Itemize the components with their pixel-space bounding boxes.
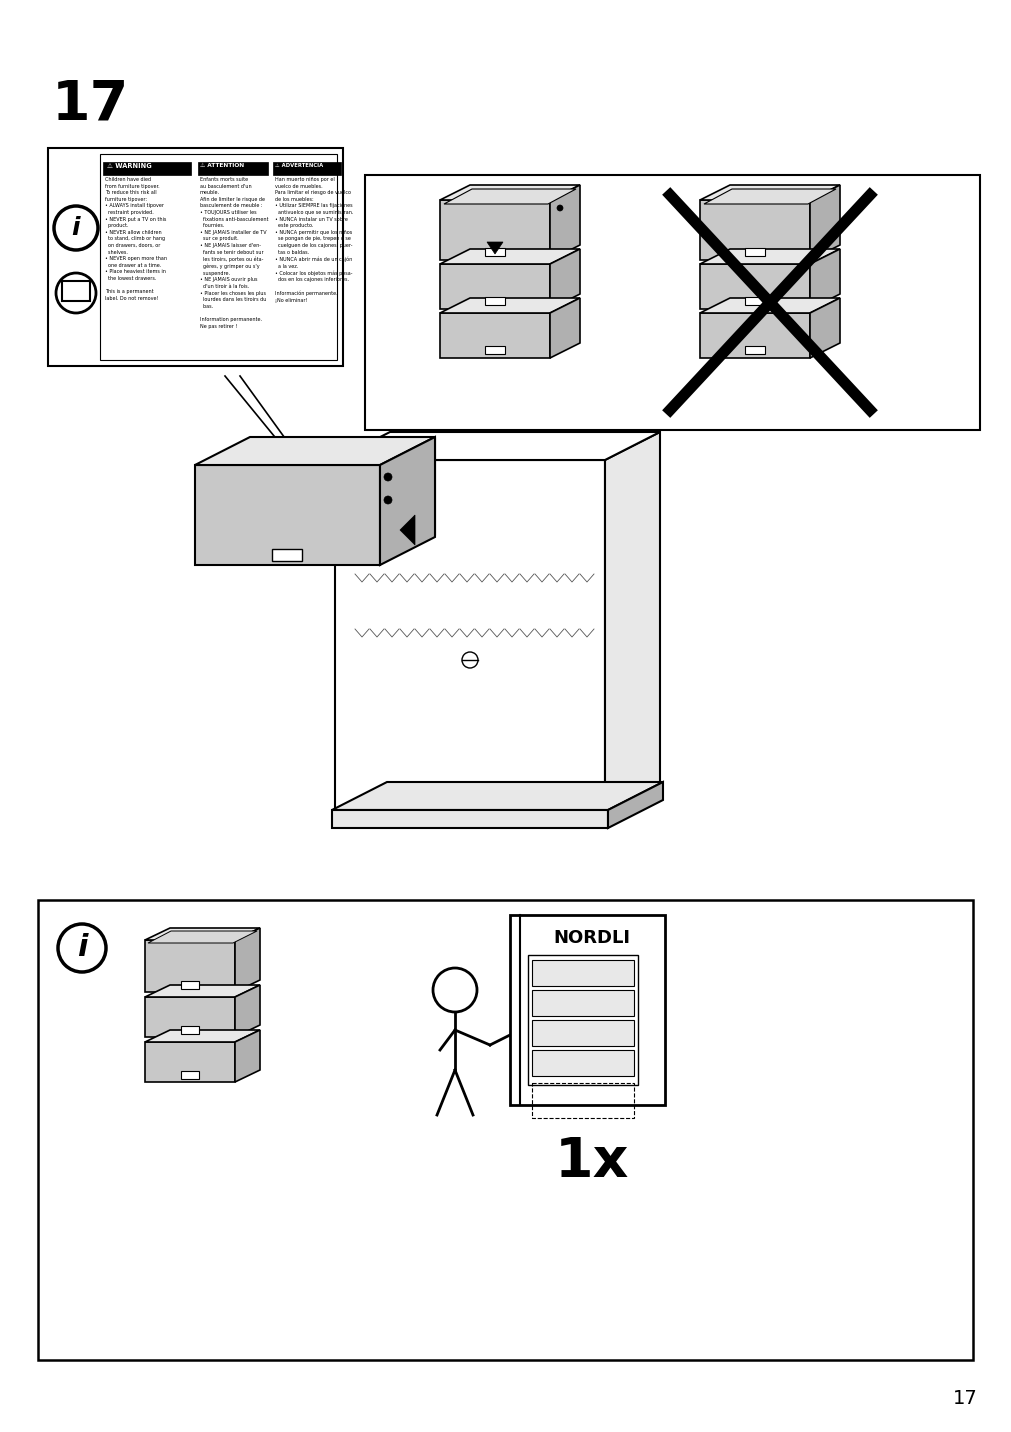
Polygon shape	[250, 437, 435, 536]
Polygon shape	[235, 985, 260, 1037]
Polygon shape	[549, 185, 579, 261]
Polygon shape	[549, 298, 579, 358]
Bar	[272, 548, 301, 561]
Bar	[365, 175, 979, 430]
Polygon shape	[440, 314, 549, 358]
Polygon shape	[235, 928, 260, 992]
Polygon shape	[440, 185, 579, 200]
Bar	[484, 296, 504, 305]
Text: 17: 17	[952, 1389, 977, 1408]
Text: ⚠ ATTENTION: ⚠ ATTENTION	[200, 163, 244, 168]
Bar	[332, 811, 608, 828]
Polygon shape	[145, 928, 260, 939]
Text: ⚠ ADVERTENCIA: ⚠ ADVERTENCIA	[275, 163, 323, 168]
Polygon shape	[145, 939, 235, 992]
Polygon shape	[440, 263, 549, 309]
Polygon shape	[440, 298, 579, 314]
Polygon shape	[700, 200, 809, 261]
Bar	[744, 347, 764, 354]
Polygon shape	[700, 314, 809, 358]
Polygon shape	[145, 1042, 235, 1083]
Bar	[532, 1083, 633, 1118]
Text: Han muerto niños por el
vuelco de muebles.
Para limitar el riesgo de vuelco
de l: Han muerto niños por el vuelco de mueble…	[275, 178, 353, 304]
Bar	[100, 155, 337, 359]
Bar	[532, 1020, 633, 1045]
Text: i: i	[72, 216, 80, 241]
Bar	[195, 465, 379, 566]
Bar	[528, 955, 637, 1085]
Polygon shape	[605, 432, 659, 811]
Polygon shape	[704, 189, 835, 203]
Polygon shape	[379, 437, 435, 566]
Polygon shape	[399, 516, 415, 546]
Text: i: i	[77, 934, 87, 962]
Bar	[744, 296, 764, 305]
Polygon shape	[809, 298, 839, 358]
Text: 1x: 1x	[554, 1136, 629, 1189]
Polygon shape	[440, 200, 549, 261]
Polygon shape	[145, 997, 235, 1037]
Text: NORDLI: NORDLI	[553, 929, 630, 947]
Circle shape	[556, 205, 562, 211]
Bar	[744, 248, 764, 256]
Bar	[273, 162, 341, 175]
Text: ⚠ WARNING: ⚠ WARNING	[107, 163, 152, 169]
Polygon shape	[700, 185, 839, 200]
Polygon shape	[440, 249, 579, 263]
Polygon shape	[486, 242, 502, 253]
Bar	[484, 248, 504, 256]
Text: 17: 17	[52, 77, 129, 132]
Bar	[484, 347, 504, 354]
Circle shape	[433, 968, 476, 1012]
Polygon shape	[195, 437, 435, 465]
Polygon shape	[145, 985, 260, 997]
Circle shape	[58, 924, 106, 972]
Bar	[181, 981, 199, 990]
Circle shape	[56, 274, 96, 314]
Bar	[48, 147, 343, 367]
Polygon shape	[809, 249, 839, 309]
Bar	[103, 162, 191, 175]
Polygon shape	[700, 298, 839, 314]
Bar	[510, 915, 664, 1106]
Bar	[62, 281, 90, 301]
Circle shape	[54, 206, 98, 251]
Polygon shape	[148, 931, 257, 944]
Circle shape	[383, 473, 391, 481]
Polygon shape	[444, 189, 575, 203]
Polygon shape	[332, 782, 662, 811]
Polygon shape	[608, 782, 662, 828]
Bar	[181, 1071, 199, 1078]
Bar	[181, 1025, 199, 1034]
Circle shape	[383, 495, 391, 504]
Circle shape	[462, 652, 477, 667]
Polygon shape	[809, 185, 839, 261]
Bar	[532, 959, 633, 987]
Polygon shape	[145, 1030, 260, 1042]
Text: Children have died
from furniture tipover.
To reduce this risk all
furniture tip: Children have died from furniture tipove…	[105, 178, 167, 301]
Polygon shape	[335, 432, 659, 460]
Polygon shape	[549, 249, 579, 309]
Text: Enfants morts suite
au basculement d'un
meuble.
Afin de limiter le risque de
bas: Enfants morts suite au basculement d'un …	[200, 178, 268, 328]
Bar	[38, 899, 972, 1360]
Polygon shape	[700, 263, 809, 309]
Bar	[335, 460, 605, 811]
Bar	[532, 1050, 633, 1075]
Polygon shape	[235, 1030, 260, 1083]
Bar	[198, 162, 268, 175]
Bar	[532, 990, 633, 1015]
Polygon shape	[700, 249, 839, 263]
